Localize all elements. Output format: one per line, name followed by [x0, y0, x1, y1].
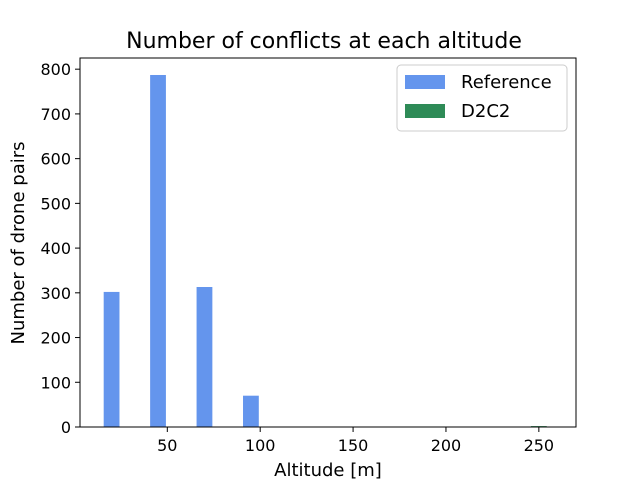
chart-title: Number of conflicts at each altitude	[126, 29, 522, 54]
y-tick-label: 400	[40, 239, 71, 258]
y-tick-label: 500	[40, 194, 71, 213]
x-tick-label: 200	[431, 436, 462, 455]
bar-reference-95	[243, 395, 259, 427]
x-tick-label: 50	[157, 436, 177, 455]
y-axis-label: Number of drone pairs	[8, 142, 29, 345]
bar-reference-45	[150, 74, 166, 427]
x-tick-label: 250	[524, 436, 555, 455]
legend-label-d2c2: D2C2	[461, 101, 510, 122]
legend-swatch-reference	[405, 75, 445, 89]
legend-label-reference: Reference	[461, 72, 552, 93]
legend-swatch-d2c2	[405, 104, 445, 118]
legend: Reference D2C2	[396, 64, 568, 132]
x-tick-label: 150	[338, 436, 369, 455]
y-tick-label: 0	[61, 418, 71, 437]
y-tick-label: 800	[40, 60, 71, 79]
y-tick-label: 200	[40, 329, 71, 348]
bars-layer	[103, 74, 547, 428]
bar-reference-20	[103, 291, 120, 427]
y-tick-label: 100	[40, 373, 71, 392]
y-axis-ticks: 0 100 200 300 400 500 600 700 800	[40, 60, 80, 437]
y-tick-label: 300	[40, 284, 71, 303]
x-axis-label: Altitude [m]	[274, 460, 382, 480]
bar-reference-70	[196, 287, 213, 427]
plot-frame	[79, 57, 577, 428]
y-tick-label: 600	[40, 150, 71, 169]
x-axis-ticks: 50 100 150 200 250	[157, 427, 554, 455]
y-tick-label: 700	[40, 105, 71, 124]
x-tick-label: 100	[245, 436, 276, 455]
